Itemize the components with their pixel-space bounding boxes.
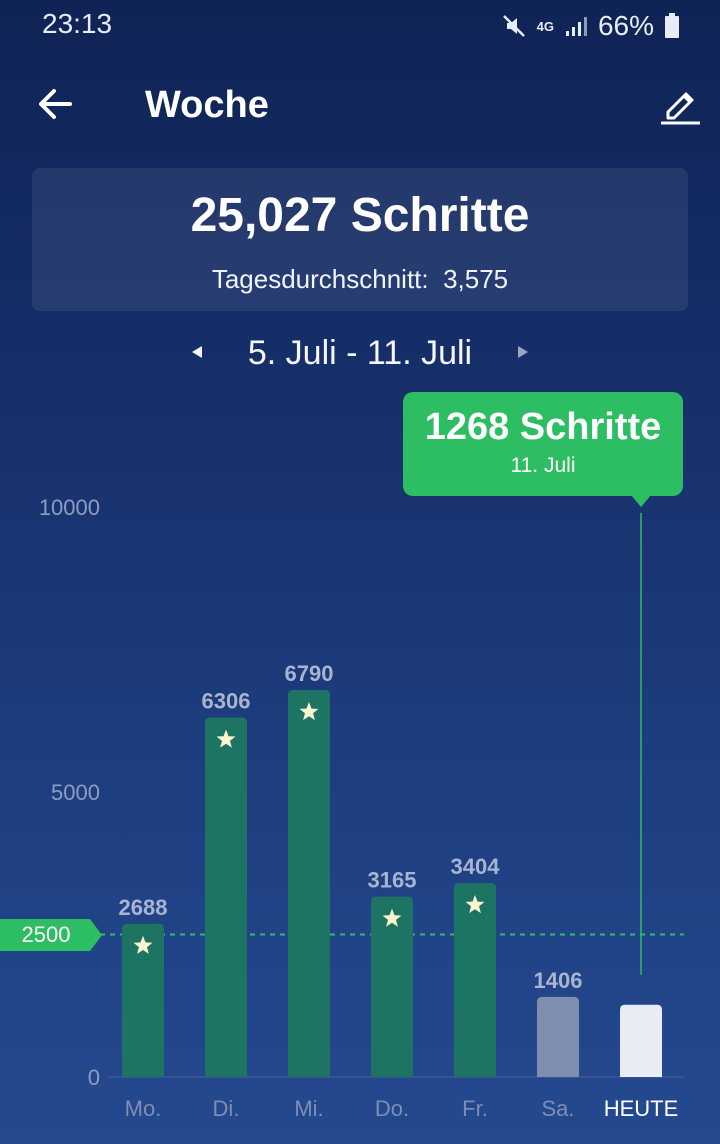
goal-star-icon (382, 908, 402, 927)
x-tick-label-2[interactable]: Mi. (294, 1096, 323, 1121)
daily-average-value: 3,575 (443, 264, 509, 294)
status-time: 23:13 (42, 8, 113, 39)
signal-icon (565, 17, 587, 36)
bar-di[interactable] (205, 717, 247, 1077)
bar-value-label: 2688 (119, 895, 168, 920)
tooltip-date: 11. Juli (510, 454, 576, 477)
triangle-left-icon (192, 346, 202, 358)
status-icons: 4G 66% (501, 8, 680, 44)
goal-star-icon (133, 935, 153, 954)
battery-percent: 66% (597, 10, 654, 41)
y-tick-label-2: 10000 (39, 495, 100, 520)
tooltip-pointer (631, 495, 651, 507)
daily-average: Tagesdurchschnitt: 3,575 (32, 264, 688, 295)
bar-sa[interactable] (537, 996, 579, 1077)
goal-star-icon (465, 895, 485, 914)
triangle-right-icon (518, 346, 528, 358)
battery-icon (665, 13, 679, 38)
bar-mo[interactable] (122, 923, 164, 1077)
network-type-label: 4G (536, 18, 554, 34)
date-range: 5. Juli - 11. Juli (247, 334, 473, 372)
goal-star-icon (299, 702, 319, 721)
bar-do[interactable] (371, 896, 413, 1077)
page-title: Woche (145, 84, 269, 126)
pencil-icon (661, 92, 700, 125)
selected-day-tooltip: 1268 Schritte 11. Juli (403, 392, 683, 496)
mute-icon (502, 15, 525, 37)
x-tick-label-4[interactable]: Fr. (462, 1096, 488, 1121)
goal-star-icon (216, 729, 236, 748)
daily-average-label: Tagesdurchschnitt: (211, 264, 429, 294)
bar-value-label: 6306 (202, 689, 251, 714)
bar-value-label: 6790 (285, 661, 334, 686)
summary-card: 25,027 Schritte Tagesdurchschnitt: 3,575 (32, 168, 688, 311)
bar-heute[interactable] (620, 1004, 662, 1077)
x-tick-label-5[interactable]: Sa. (541, 1096, 574, 1121)
x-tick-label-0[interactable]: Mo. (125, 1096, 162, 1121)
edit-button[interactable] (656, 80, 704, 128)
goal-badge (0, 919, 102, 951)
x-tick-label-1[interactable]: Di. (213, 1096, 240, 1121)
bar-mi[interactable] (288, 689, 330, 1077)
back-button[interactable] (34, 82, 78, 126)
total-steps: 25,027 Schritte (190, 189, 530, 242)
x-tick-label-3[interactable]: Do. (375, 1096, 409, 1121)
y-tick-label-1: 5000 (51, 780, 100, 805)
goal-label: 2500 (21, 922, 71, 947)
bar-fr[interactable] (454, 882, 496, 1077)
bar-value-label: 3404 (451, 854, 501, 879)
arrow-left-icon (39, 89, 72, 119)
next-week-button[interactable] (512, 340, 534, 364)
bar-value-label: 1406 (534, 968, 583, 993)
previous-week-button[interactable] (186, 340, 208, 364)
y-tick-label-0: 0 (88, 1065, 100, 1090)
bar-value-label: 3165 (368, 868, 417, 893)
x-tick-label-6[interactable]: HEUTE (604, 1096, 679, 1121)
tooltip-steps: 1268 Schritte (424, 406, 662, 448)
